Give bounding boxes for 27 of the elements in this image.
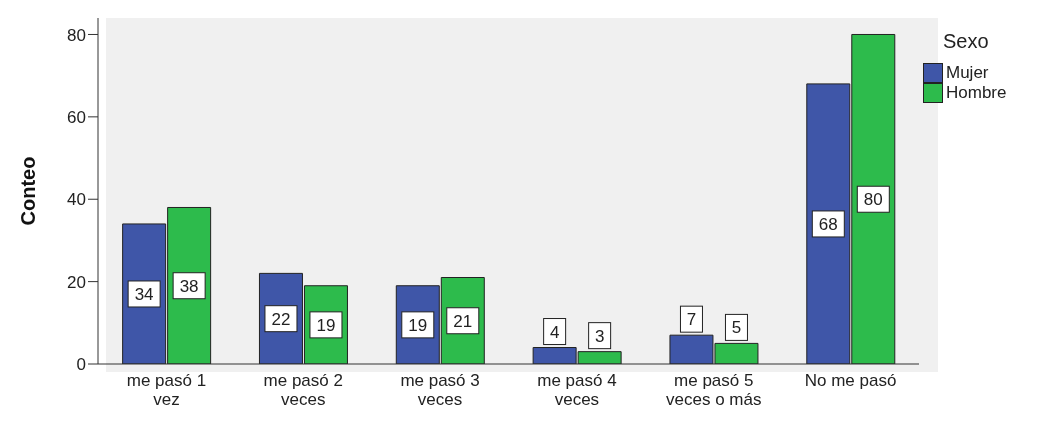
x-tick-label: me pasó 5 veces o más — [666, 371, 762, 409]
data-label: 5 — [731, 318, 742, 338]
x-tick-label: me pasó 4 veces — [537, 371, 617, 409]
y-axis-title: Conteo — [17, 156, 40, 226]
data-label: 22 — [271, 309, 291, 329]
data-label: 34 — [134, 284, 154, 304]
data-label: 19 — [408, 315, 428, 335]
y-tick-label: 20 — [67, 272, 86, 292]
y-tick-label: 0 — [76, 355, 86, 375]
data-label: 80 — [863, 190, 883, 210]
x-tick-label: me pasó 3 veces — [400, 371, 480, 409]
data-label: 4 — [549, 322, 560, 342]
data-label: 19 — [316, 315, 336, 335]
data-label: 38 — [179, 276, 199, 296]
legend-label: Hombre — [946, 83, 1007, 103]
y-tick-label: 40 — [67, 190, 86, 210]
data-label: 7 — [686, 310, 697, 330]
data-label: 21 — [453, 311, 473, 331]
x-tick-label: No me pasó — [804, 371, 897, 390]
data-label: 3 — [594, 326, 605, 346]
x-tick-label: me pasó 2 veces — [263, 371, 343, 409]
legend-label: Mujer — [946, 63, 989, 83]
y-tick-label: 60 — [67, 107, 86, 127]
legend-title: Sexo — [943, 30, 990, 53]
data-label: 68 — [818, 214, 838, 234]
y-tick-label: 80 — [67, 25, 86, 45]
x-tick-label: me pasó 1 vez — [126, 371, 207, 409]
